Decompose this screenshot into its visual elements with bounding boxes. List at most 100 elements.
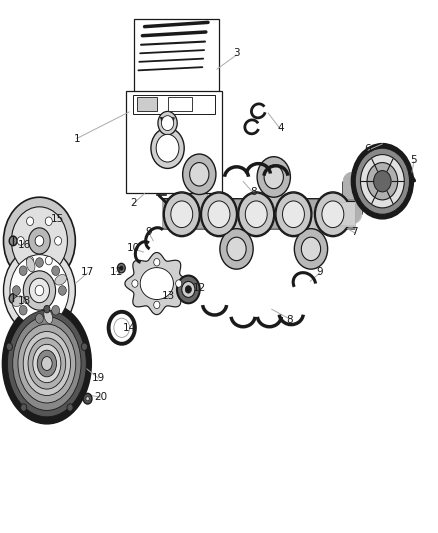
Circle shape	[239, 193, 274, 236]
Ellipse shape	[12, 296, 24, 306]
Circle shape	[35, 258, 43, 268]
Bar	[168, 97, 192, 111]
Circle shape	[83, 393, 92, 404]
Circle shape	[264, 165, 283, 189]
Circle shape	[315, 193, 350, 236]
Circle shape	[294, 229, 328, 269]
Bar	[137, 97, 157, 111]
Text: 12: 12	[193, 283, 206, 293]
Circle shape	[183, 154, 216, 195]
Ellipse shape	[28, 338, 66, 389]
Circle shape	[257, 157, 290, 197]
Circle shape	[27, 217, 34, 225]
Circle shape	[158, 111, 177, 135]
Circle shape	[35, 285, 44, 296]
Text: 14: 14	[123, 323, 136, 333]
Circle shape	[170, 199, 194, 229]
Circle shape	[275, 192, 312, 237]
Circle shape	[17, 237, 24, 245]
Text: 9: 9	[145, 227, 152, 237]
Text: 10: 10	[127, 243, 140, 253]
Circle shape	[244, 199, 268, 229]
Circle shape	[109, 312, 135, 344]
Ellipse shape	[33, 344, 61, 383]
Circle shape	[23, 271, 56, 310]
Circle shape	[28, 228, 50, 254]
Circle shape	[55, 237, 62, 245]
Text: 6: 6	[364, 144, 371, 154]
Circle shape	[321, 199, 345, 229]
Circle shape	[114, 318, 130, 337]
Circle shape	[182, 281, 195, 297]
Ellipse shape	[26, 257, 35, 272]
Circle shape	[201, 193, 237, 236]
Circle shape	[19, 305, 27, 315]
Circle shape	[276, 193, 311, 236]
Ellipse shape	[37, 350, 57, 377]
Text: 5: 5	[410, 155, 417, 165]
Circle shape	[52, 305, 60, 315]
Text: 8: 8	[251, 187, 258, 197]
Text: 19: 19	[92, 374, 105, 383]
Circle shape	[163, 192, 200, 237]
Circle shape	[58, 286, 66, 295]
Circle shape	[227, 237, 246, 261]
Ellipse shape	[42, 357, 52, 370]
Circle shape	[35, 236, 44, 246]
Ellipse shape	[7, 310, 86, 417]
Text: 17: 17	[81, 267, 94, 277]
Circle shape	[283, 201, 304, 228]
Polygon shape	[161, 118, 174, 127]
Ellipse shape	[13, 317, 81, 410]
Circle shape	[11, 207, 67, 275]
Circle shape	[355, 148, 410, 214]
Polygon shape	[125, 253, 189, 314]
Circle shape	[190, 163, 209, 186]
Circle shape	[9, 294, 17, 303]
Circle shape	[156, 134, 179, 162]
Circle shape	[132, 280, 138, 287]
Circle shape	[154, 301, 160, 309]
Circle shape	[171, 201, 193, 228]
Circle shape	[86, 397, 89, 401]
Circle shape	[151, 128, 184, 168]
Circle shape	[162, 116, 174, 131]
Circle shape	[185, 286, 191, 293]
Text: 8: 8	[286, 315, 293, 325]
Text: 9: 9	[316, 267, 323, 277]
Circle shape	[9, 236, 17, 246]
Circle shape	[154, 259, 160, 266]
Text: 11: 11	[110, 267, 123, 277]
Circle shape	[52, 266, 60, 276]
Circle shape	[301, 237, 321, 261]
Circle shape	[360, 155, 404, 208]
Circle shape	[67, 404, 73, 411]
Circle shape	[27, 256, 34, 265]
Circle shape	[117, 263, 125, 273]
Bar	[133, 95, 215, 114]
Circle shape	[352, 144, 413, 219]
Circle shape	[314, 192, 351, 237]
Text: 4: 4	[277, 123, 284, 133]
Circle shape	[45, 256, 52, 265]
Circle shape	[120, 266, 123, 270]
Text: 1: 1	[73, 134, 80, 143]
Text: 16: 16	[18, 240, 31, 250]
Bar	[126, 91, 222, 193]
Circle shape	[13, 286, 21, 295]
Circle shape	[21, 404, 27, 411]
Circle shape	[6, 343, 12, 350]
Circle shape	[367, 163, 398, 200]
Text: 2: 2	[130, 198, 137, 207]
Bar	[134, 19, 219, 96]
Text: 20: 20	[94, 392, 107, 402]
Circle shape	[19, 266, 27, 276]
Text: 13: 13	[162, 291, 175, 301]
Ellipse shape	[55, 274, 67, 285]
Circle shape	[374, 171, 391, 192]
Circle shape	[208, 201, 230, 228]
Circle shape	[81, 343, 88, 350]
Ellipse shape	[23, 332, 71, 395]
Circle shape	[220, 229, 253, 269]
Text: 15: 15	[50, 214, 64, 223]
